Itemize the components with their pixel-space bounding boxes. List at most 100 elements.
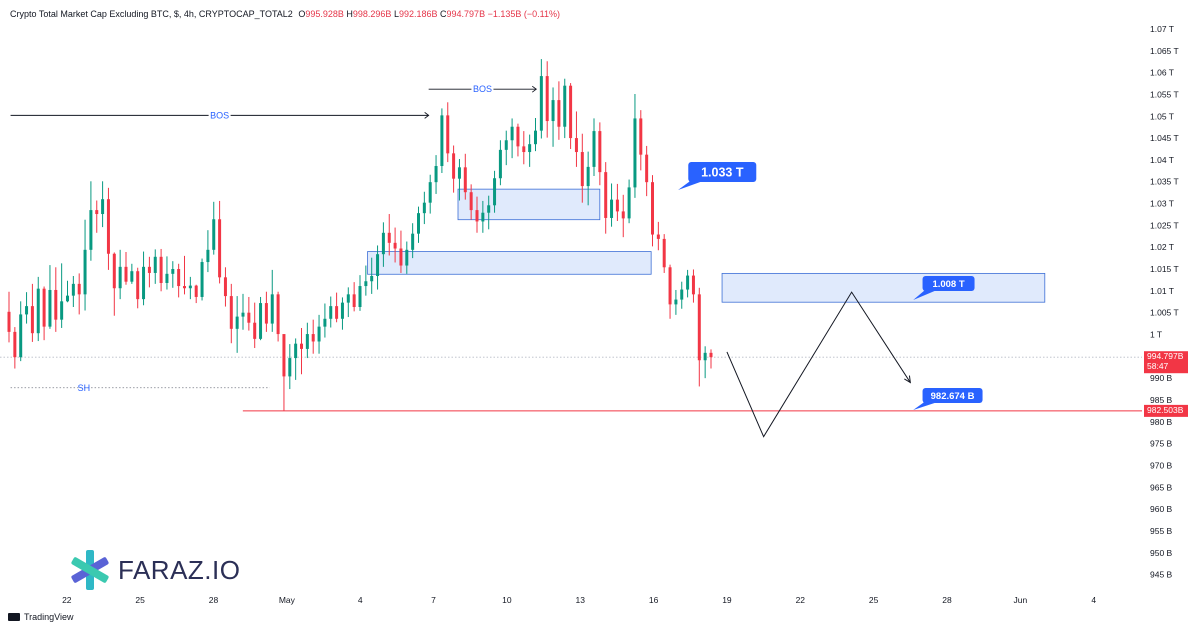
candle-body[interactable] <box>171 269 175 274</box>
candle-body[interactable] <box>165 273 169 283</box>
candle-body[interactable] <box>376 254 380 277</box>
candle-body[interactable] <box>77 283 81 295</box>
candle-body[interactable] <box>370 276 374 282</box>
candle-body[interactable] <box>528 144 532 153</box>
candle-body[interactable] <box>574 138 578 153</box>
candle-body[interactable] <box>651 182 654 235</box>
candle-body[interactable] <box>364 281 368 287</box>
candle-body[interactable] <box>592 131 596 167</box>
candle-body[interactable] <box>381 232 385 255</box>
candle-body[interactable] <box>13 331 17 358</box>
candle-body[interactable] <box>469 192 473 211</box>
candle-body[interactable] <box>686 275 690 290</box>
candle-body[interactable] <box>428 182 432 203</box>
candle-body[interactable] <box>586 166 590 187</box>
candle-body[interactable] <box>457 167 461 179</box>
candle-body[interactable] <box>282 334 286 377</box>
candle-body[interactable] <box>142 266 146 300</box>
candle-body[interactable] <box>60 301 64 320</box>
candle-body[interactable] <box>223 277 227 297</box>
candle-body[interactable] <box>422 202 426 214</box>
candle-body[interactable] <box>417 213 420 234</box>
candle-body[interactable] <box>101 199 105 215</box>
candle-body[interactable] <box>498 149 502 179</box>
candle-body[interactable] <box>177 269 181 287</box>
candle-body[interactable] <box>411 233 415 250</box>
candle-body[interactable] <box>691 275 695 295</box>
candle-body[interactable] <box>352 294 356 308</box>
candle-body[interactable] <box>516 126 520 147</box>
candle-body[interactable] <box>487 205 491 213</box>
candle-body[interactable] <box>674 299 678 305</box>
candle-body[interactable] <box>340 302 344 319</box>
candle-body[interactable] <box>159 256 163 283</box>
candle-body[interactable] <box>440 115 444 167</box>
candle-body[interactable] <box>633 118 637 188</box>
candle-body[interactable] <box>130 271 134 282</box>
callout-1-033[interactable] <box>688 162 757 182</box>
zone-rect[interactable] <box>721 272 1046 303</box>
candle-body[interactable] <box>188 285 192 289</box>
candle-body[interactable] <box>19 314 23 358</box>
candle-body[interactable] <box>551 100 555 122</box>
candle-body[interactable] <box>294 343 298 359</box>
candle-body[interactable] <box>317 326 321 342</box>
candle-body[interactable] <box>54 289 58 320</box>
candle-body[interactable] <box>124 266 128 282</box>
candle-body[interactable] <box>522 146 526 153</box>
candle-body[interactable] <box>645 154 649 183</box>
candle-body[interactable] <box>697 294 701 361</box>
candle-body[interactable] <box>194 285 198 297</box>
candle-body[interactable] <box>95 210 99 215</box>
candle-body[interactable] <box>276 294 280 335</box>
candle-body[interactable] <box>481 212 485 222</box>
candle-body[interactable] <box>212 219 216 250</box>
candle-body[interactable] <box>83 249 87 295</box>
candle-body[interactable] <box>393 242 397 249</box>
candle-body[interactable] <box>66 295 69 302</box>
candle-body[interactable] <box>557 100 561 127</box>
candle-body[interactable] <box>335 306 339 319</box>
candle-body[interactable] <box>247 312 251 323</box>
candle-body[interactable] <box>475 210 479 222</box>
candle-body[interactable] <box>136 271 140 300</box>
candle-body[interactable] <box>405 249 409 266</box>
candle-body[interactable] <box>446 115 450 154</box>
candle-body[interactable] <box>235 316 239 329</box>
candle-body[interactable] <box>463 167 467 193</box>
candle-body[interactable] <box>288 358 292 377</box>
candle-body[interactable] <box>639 118 643 155</box>
candle-body[interactable] <box>709 352 713 358</box>
candle-body[interactable] <box>311 334 315 342</box>
candle-body[interactable] <box>270 294 274 324</box>
candle-body[interactable] <box>510 126 514 141</box>
candle-body[interactable] <box>346 294 350 303</box>
candle-body[interactable] <box>323 318 327 327</box>
candle-body[interactable] <box>680 289 684 300</box>
candle-body[interactable] <box>71 283 75 296</box>
candle-body[interactable] <box>264 303 268 324</box>
candle-body[interactable] <box>89 210 93 250</box>
candle-body[interactable] <box>229 296 233 329</box>
candle-body[interactable] <box>387 232 391 243</box>
candle-body[interactable] <box>504 140 508 150</box>
candle-body[interactable] <box>118 266 122 289</box>
candle-body[interactable] <box>106 199 110 254</box>
candle-body[interactable] <box>30 306 34 334</box>
candle-body[interactable] <box>183 286 186 289</box>
candle-body[interactable] <box>48 289 52 327</box>
candle-body[interactable] <box>42 288 46 327</box>
candle-body[interactable] <box>200 262 204 297</box>
candle-body[interactable] <box>36 288 40 334</box>
last-price-tag[interactable] <box>1144 351 1188 374</box>
candle-body[interactable] <box>545 76 549 122</box>
candle-body[interactable] <box>668 267 672 305</box>
candle-body[interactable] <box>580 152 584 187</box>
candle-body[interactable] <box>358 286 362 308</box>
candle-body[interactable] <box>399 248 403 266</box>
candle-body[interactable] <box>621 211 625 219</box>
candle-body[interactable] <box>610 199 614 218</box>
candle-body[interactable] <box>305 334 309 349</box>
candle-body[interactable] <box>241 312 245 317</box>
